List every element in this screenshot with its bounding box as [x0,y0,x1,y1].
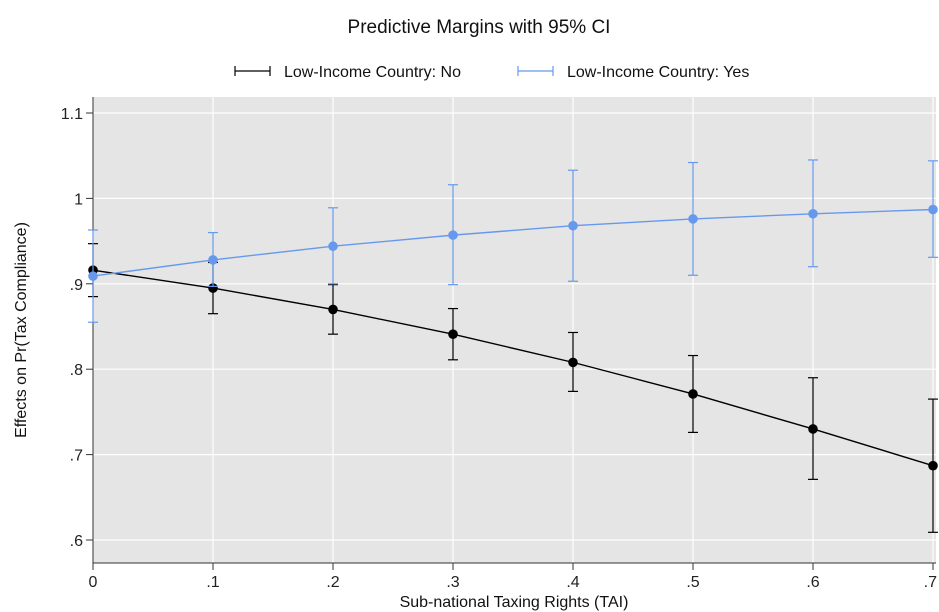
x-tick-label: .7 [924,574,937,591]
data-point [928,460,938,471]
data-point [328,241,338,252]
y-tick-label: .9 [70,277,83,294]
x-tick-label: .6 [806,574,819,591]
series-0 [88,243,938,533]
x-tick-label: .5 [686,574,699,591]
axes: .6 .7 .8 .9 1 1.1 0 .1 .2 .3 .4 .5 .6 .7 [61,97,937,591]
y-tick-label: 1.1 [61,106,83,123]
data-point [808,424,818,434]
legend-item-0: Low-Income Country: No [234,64,461,81]
data-point [448,329,458,339]
data-point [688,389,698,399]
legend-label-0: Low-Income Country: No [284,64,461,81]
data-point [568,220,578,231]
y-tick-label: 1 [74,191,83,208]
series-layer [88,159,938,533]
x-tick-label: .3 [446,574,459,591]
y-tick-label: .8 [70,362,83,379]
data-point [928,204,938,215]
data-point [88,271,98,281]
data-point [568,357,578,368]
series-1 [88,159,938,323]
legend: Low-Income Country: No Low-Income Countr… [234,64,749,81]
plot-area [93,97,936,563]
x-tick-label: .2 [326,574,339,591]
series-line [92,208,934,277]
chart-title: Predictive Margins with 95% CI [348,17,611,38]
data-point [448,230,458,240]
legend-label-1: Low-Income Country: Yes [567,64,749,81]
y-tick-label: .6 [70,533,83,550]
data-point [328,304,338,315]
series-line [92,269,934,467]
x-tick-label: 0 [89,574,98,591]
data-point [208,255,218,265]
x-tick-label: .4 [566,574,579,591]
y-tick-label: .7 [70,448,83,465]
y-axis-label: Effects on Pr(Tax Compliance) [13,222,30,438]
legend-item-1: Low-Income Country: Yes [517,64,749,81]
data-point [208,283,218,293]
data-point [688,214,698,224]
x-axis-label: Sub-national Taxing Rights (TAI) [400,594,629,611]
data-point [808,208,818,219]
x-tick-label: .1 [206,574,219,591]
